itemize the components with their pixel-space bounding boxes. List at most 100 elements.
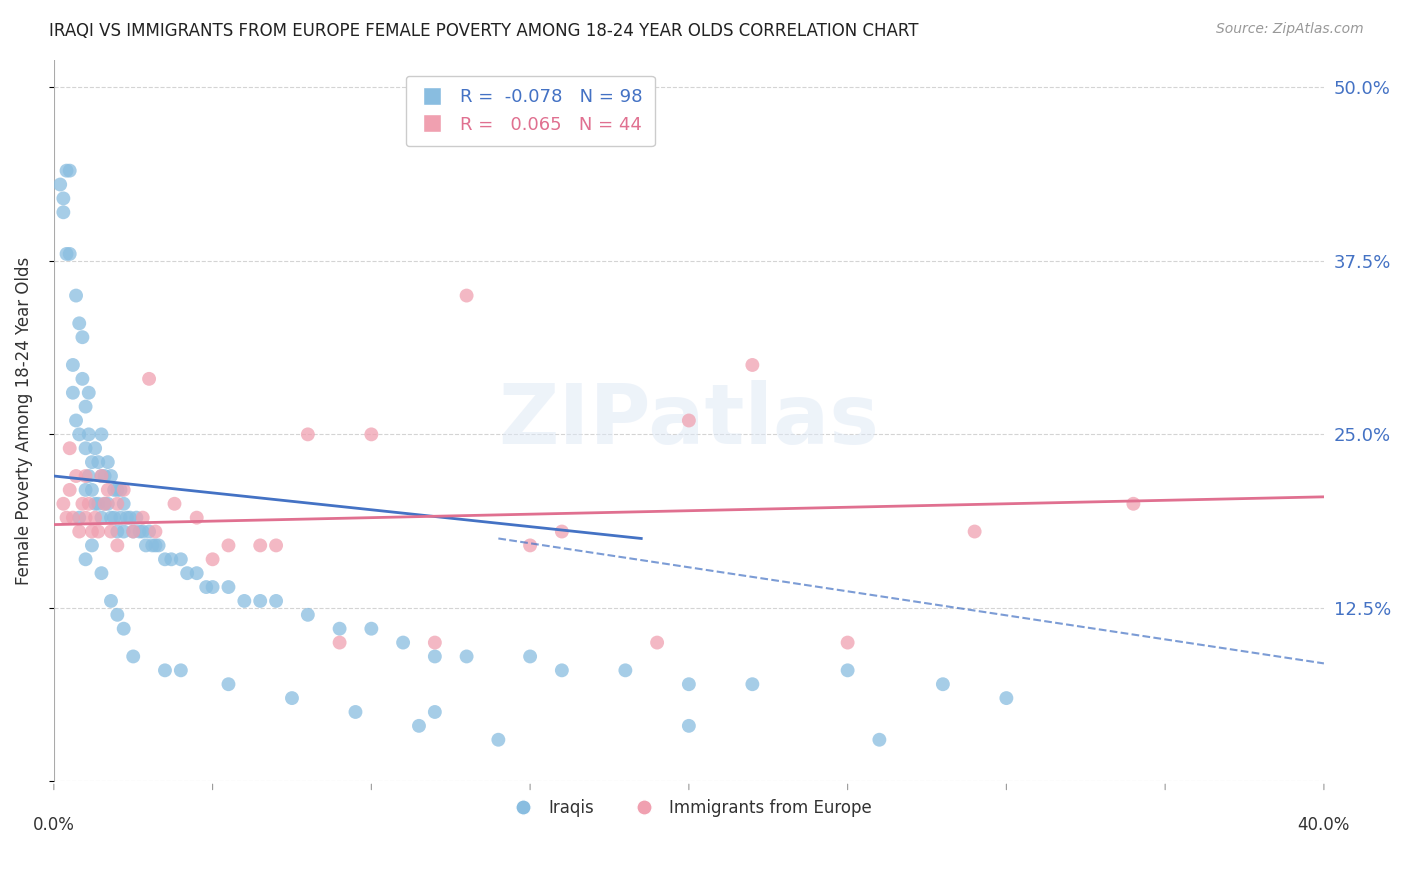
Iraqis (186, 566, 208, 581)
Immigrants from Europe (75, 510, 97, 524)
Iraqis (868, 732, 890, 747)
Iraqis (118, 510, 141, 524)
Iraqis (77, 427, 100, 442)
Iraqis (264, 594, 287, 608)
Iraqis (360, 622, 382, 636)
Iraqis (100, 594, 122, 608)
Iraqis (59, 163, 82, 178)
Iraqis (52, 205, 75, 219)
Text: 0.0%: 0.0% (32, 816, 75, 834)
Iraqis (90, 566, 112, 581)
Immigrants from Europe (77, 497, 100, 511)
Iraqis (67, 316, 90, 330)
Immigrants from Europe (297, 427, 319, 442)
Iraqis (72, 372, 94, 386)
Iraqis (141, 538, 163, 552)
Iraqis (77, 469, 100, 483)
Iraqis (80, 483, 103, 497)
Iraqis (90, 469, 112, 483)
Immigrants from Europe (105, 497, 128, 511)
Iraqis (995, 691, 1018, 706)
Iraqis (837, 663, 859, 677)
Iraqis (614, 663, 637, 677)
Iraqis (90, 510, 112, 524)
Immigrants from Europe (678, 413, 700, 427)
Immigrants from Europe (80, 524, 103, 539)
Immigrants from Europe (105, 538, 128, 552)
Iraqis (75, 552, 97, 566)
Iraqis (170, 663, 193, 677)
Iraqis (110, 483, 132, 497)
Iraqis (741, 677, 763, 691)
Iraqis (103, 483, 125, 497)
Y-axis label: Female Poverty Among 18-24 Year Olds: Female Poverty Among 18-24 Year Olds (15, 256, 32, 584)
Iraqis (519, 649, 541, 664)
Iraqis (170, 552, 193, 566)
Legend: Iraqis, Immigrants from Europe: Iraqis, Immigrants from Europe (499, 792, 879, 823)
Iraqis (80, 455, 103, 469)
Immigrants from Europe (329, 635, 352, 649)
Immigrants from Europe (1122, 497, 1144, 511)
Immigrants from Europe (519, 538, 541, 552)
Iraqis (281, 691, 304, 706)
Iraqis (93, 469, 115, 483)
Iraqis (201, 580, 224, 594)
Immigrants from Europe (741, 358, 763, 372)
Iraqis (486, 732, 509, 747)
Immigrants from Europe (84, 510, 107, 524)
Immigrants from Europe (456, 288, 478, 302)
Immigrants from Europe (67, 524, 90, 539)
Iraqis (90, 427, 112, 442)
Iraqis (128, 524, 150, 539)
Immigrants from Europe (62, 510, 84, 524)
Immigrants from Europe (65, 469, 87, 483)
Immigrants from Europe (59, 483, 82, 497)
Iraqis (145, 538, 167, 552)
Immigrants from Europe (90, 469, 112, 483)
Iraqis (423, 649, 446, 664)
Text: IRAQI VS IMMIGRANTS FROM EUROPE FEMALE POVERTY AMONG 18-24 YEAR OLDS CORRELATION: IRAQI VS IMMIGRANTS FROM EUROPE FEMALE P… (49, 22, 918, 40)
Iraqis (75, 442, 97, 456)
Iraqis (67, 510, 90, 524)
Iraqis (153, 663, 176, 677)
Immigrants from Europe (55, 510, 77, 524)
Immigrants from Europe (264, 538, 287, 552)
Immigrants from Europe (186, 510, 208, 524)
Immigrants from Europe (645, 635, 668, 649)
Iraqis (217, 580, 239, 594)
Iraqis (297, 607, 319, 622)
Iraqis (67, 427, 90, 442)
Iraqis (97, 455, 120, 469)
Iraqis (153, 552, 176, 566)
Iraqis (100, 469, 122, 483)
Iraqis (75, 483, 97, 497)
Iraqis (112, 497, 135, 511)
Immigrants from Europe (87, 524, 110, 539)
Iraqis (72, 330, 94, 344)
Iraqis (87, 497, 110, 511)
Immigrants from Europe (72, 497, 94, 511)
Immigrants from Europe (122, 524, 145, 539)
Iraqis (122, 649, 145, 664)
Immigrants from Europe (59, 442, 82, 456)
Iraqis (93, 497, 115, 511)
Iraqis (77, 385, 100, 400)
Iraqis (105, 524, 128, 539)
Immigrants from Europe (93, 497, 115, 511)
Iraqis (392, 635, 415, 649)
Iraqis (80, 538, 103, 552)
Iraqis (105, 607, 128, 622)
Immigrants from Europe (837, 635, 859, 649)
Iraqis (551, 663, 574, 677)
Immigrants from Europe (963, 524, 986, 539)
Iraqis (75, 400, 97, 414)
Iraqis (55, 247, 77, 261)
Iraqis (678, 719, 700, 733)
Iraqis (49, 178, 72, 192)
Immigrants from Europe (132, 510, 155, 524)
Iraqis (456, 649, 478, 664)
Immigrants from Europe (217, 538, 239, 552)
Immigrants from Europe (75, 469, 97, 483)
Iraqis (148, 538, 170, 552)
Text: 40.0%: 40.0% (1298, 816, 1350, 834)
